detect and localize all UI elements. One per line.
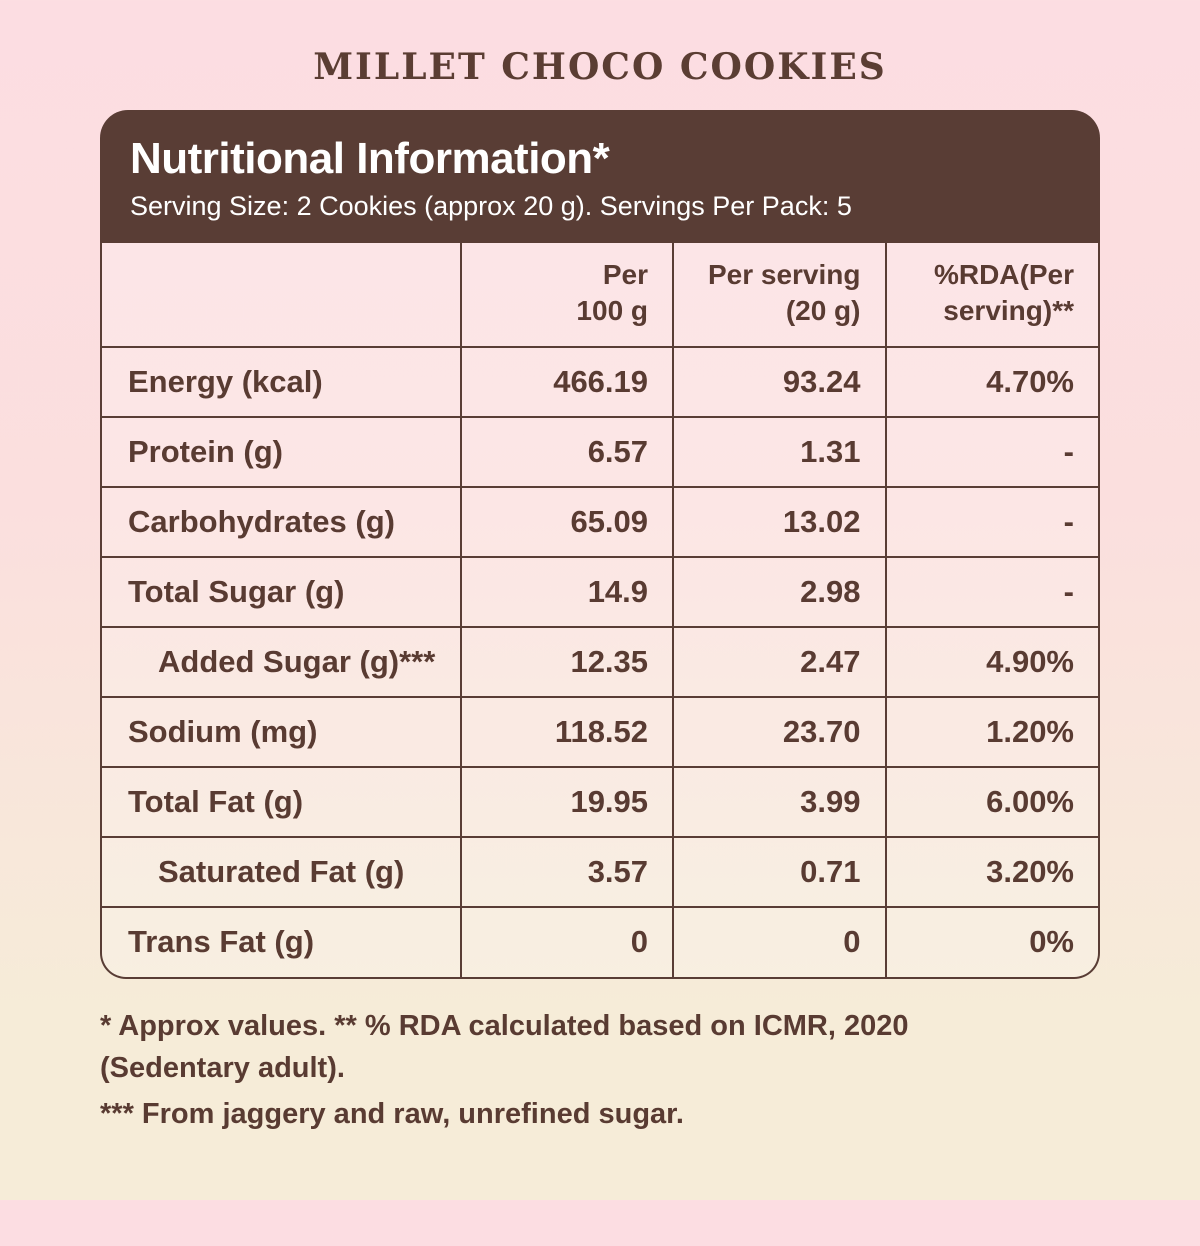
footnote-added-sugar: *** From jaggery and raw, unrefined suga… — [100, 1097, 684, 1130]
table-row-protein: Protein (g) 6.57 1.31 - — [102, 416, 1098, 488]
row-label: Energy (kcal) — [102, 346, 462, 418]
value-per-serving: 93.24 — [673, 346, 887, 418]
row-label: Total Sugar (g) — [102, 556, 462, 628]
value-rda: 4.90% — [885, 626, 1098, 698]
value-rda: 1.20% — [885, 696, 1098, 768]
value-per-100g: 0 — [460, 906, 675, 977]
value-per-100g: 12.35 — [460, 626, 675, 698]
value-per-serving: 2.47 — [673, 626, 887, 698]
nutrition-table: Per 100 g Per serving (20 g) %RDA(Per se… — [102, 242, 1098, 977]
panel-header: Nutritional Information* Serving Size: 2… — [100, 110, 1100, 243]
row-label: Carbohydrates (g) — [102, 486, 462, 558]
column-header-rda: %RDA(Per serving)** — [885, 242, 1098, 348]
table-row-total-sugar: Total Sugar (g) 14.9 2.98 - — [102, 556, 1098, 628]
value-rda: - — [885, 486, 1098, 558]
value-per-100g: 466.19 — [460, 346, 675, 418]
column-header-blank — [102, 242, 462, 348]
value-per-serving: 23.70 — [673, 696, 887, 768]
value-per-100g: 14.9 — [460, 556, 675, 628]
value-rda: 0% — [1029, 924, 1074, 960]
nutrition-panel: Nutritional Information* Serving Size: 2… — [100, 110, 1100, 979]
value-rda: 3.20% — [885, 836, 1098, 908]
table-row-trans-fat: Trans Fat (g) 0 0 0% — [102, 906, 1098, 977]
value-per-serving: 3.99 — [673, 766, 887, 838]
table-row-saturated-fat: Saturated Fat (g) 3.57 0.71 3.20% — [102, 836, 1098, 908]
value-per-serving: 2.98 — [673, 556, 887, 628]
column-header-per-100g: Per 100 g — [460, 242, 675, 348]
table-row-energy: Energy (kcal) 466.19 93.24 4.70% — [102, 346, 1098, 418]
row-label: Added Sugar (g)*** — [102, 626, 462, 698]
nutrition-table-wrapper: Per 100 g Per serving (20 g) %RDA(Per se… — [100, 242, 1100, 979]
row-label: Sodium (mg) — [102, 696, 462, 768]
row-label: Trans Fat (g) — [102, 906, 462, 977]
page-title: MILLET CHOCO COOKIES — [313, 46, 887, 88]
value-per-serving: 13.02 — [673, 486, 887, 558]
panel-title: Nutritional Information* — [130, 134, 610, 183]
table-row-total-fat: Total Fat (g) 19.95 3.99 6.00% — [102, 766, 1098, 838]
value-per-100g: 19.95 — [460, 766, 675, 838]
table-row-sodium: Sodium (mg) 118.52 23.70 1.20% — [102, 696, 1098, 768]
row-label: Saturated Fat (g) — [102, 836, 462, 908]
value-per-serving: 0.71 — [673, 836, 887, 908]
row-label: Protein (g) — [102, 416, 462, 488]
value-per-100g: 6.57 — [460, 416, 675, 488]
value-per-100g: 3.57 — [460, 836, 675, 908]
footnote-approx-rda: * Approx values. ** % RDA calculated bas… — [100, 1009, 909, 1084]
value-rda: 4.70% — [885, 346, 1098, 418]
value-per-100g: 118.52 — [460, 696, 675, 768]
value-per-100g: 65.09 — [460, 486, 675, 558]
value-rda: - — [885, 416, 1098, 488]
value-rda: - — [885, 556, 1098, 628]
table-row-added-sugar: Added Sugar (g)*** 12.35 2.47 4.90% — [102, 626, 1098, 698]
footnotes: * Approx values. ** % RDA calculated bas… — [100, 1005, 940, 1135]
value-per-serving: 1.31 — [673, 416, 887, 488]
serving-info: Serving Size: 2 Cookies (approx 20 g). S… — [130, 191, 852, 222]
table-row-carbohydrates: Carbohydrates (g) 65.09 13.02 - — [102, 486, 1098, 558]
value-per-serving: 0 — [673, 906, 887, 977]
value-rda: 6.00% — [885, 766, 1098, 838]
column-header-row: Per 100 g Per serving (20 g) %RDA(Per se… — [102, 242, 1098, 348]
column-header-per-serving: Per serving (20 g) — [673, 242, 887, 348]
row-label: Total Fat (g) — [102, 766, 462, 838]
